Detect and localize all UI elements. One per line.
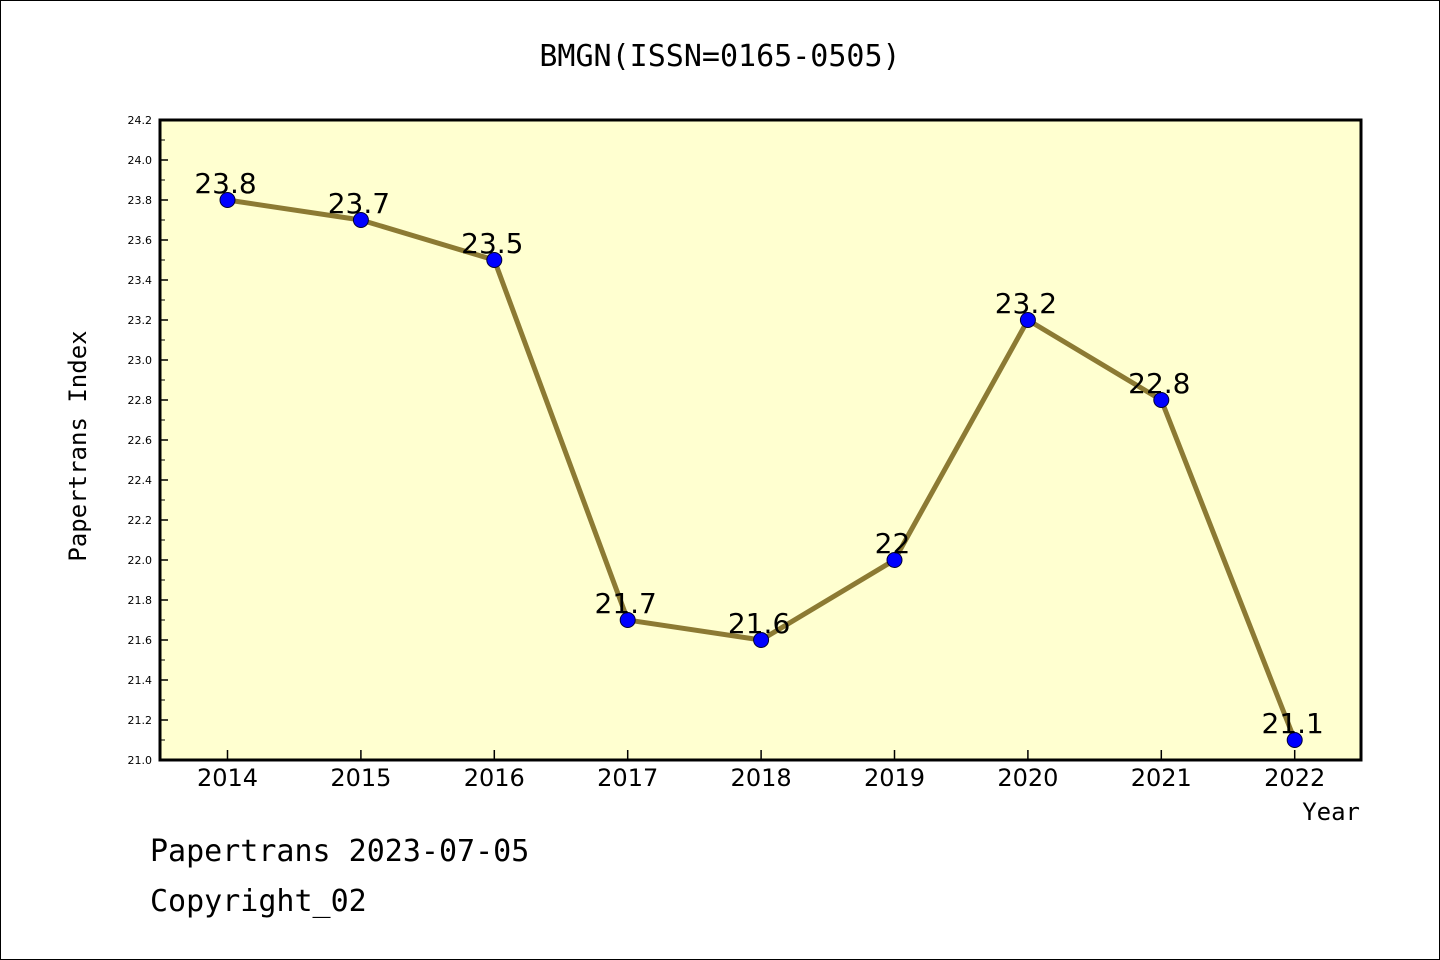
y-axis: 21.0 21.2 21.4 21.6 21.8 22.0 22.2 22.4 22.6 22.8… [128, 114, 168, 767]
y-tick-label: 23.2 [128, 314, 153, 327]
y-tick-label: 21.6 [128, 634, 153, 647]
y-tick-label: 21.4 [128, 674, 153, 687]
y-tick-label: 23.0 [128, 354, 153, 367]
y-tick-label: 22.6 [128, 434, 153, 447]
x-tick-label: 2022 [1264, 764, 1325, 792]
data-point [219, 192, 236, 208]
data-label: 23.7 [328, 187, 390, 220]
chart-title: BMGN(ISSN=0165-0505) [539, 39, 900, 74]
y-tick-label: 21.0 [128, 754, 153, 767]
data-label: 23.8 [194, 167, 256, 200]
footer-copyright: Copyright_02 [150, 884, 367, 919]
data-point [1286, 732, 1303, 748]
y-tick-label: 22.4 [128, 474, 153, 487]
x-tick-label: 2015 [330, 764, 391, 792]
data-label: 23.5 [461, 227, 523, 260]
x-tick-label: 2017 [597, 764, 658, 792]
x-tick-label: 2018 [731, 764, 792, 792]
x-tick-label: 2019 [864, 764, 925, 792]
data-point [352, 212, 369, 228]
y-tick-label: 22.2 [128, 514, 153, 527]
data-point [486, 252, 503, 268]
data-point [753, 632, 770, 648]
y-tick-label: 22.8 [128, 394, 153, 407]
x-tick-label: 2020 [997, 764, 1058, 792]
series-layer: 23.8 23.7 23.5 21.7 21.6 22 23.2 22.8 21.1 [194, 167, 1324, 748]
x-tick-label: 2014 [197, 764, 258, 792]
data-point [1019, 312, 1036, 328]
y-tick-label: 22.0 [128, 554, 153, 567]
y-tick-label: 21.2 [128, 714, 153, 727]
y-tick-label: 24.0 [128, 154, 153, 167]
data-label: 21.6 [728, 607, 790, 640]
x-tick-label: 2021 [1131, 764, 1192, 792]
x-tick-label: 2016 [464, 764, 525, 792]
data-point [1153, 392, 1170, 408]
y-tick-label: 24.2 [128, 114, 153, 127]
y-tick-label: 23.4 [128, 274, 153, 287]
data-label: 21.1 [1262, 707, 1324, 740]
data-point [619, 612, 636, 628]
y-tick-label: 23.6 [128, 234, 153, 247]
x-axis-label: Year [1302, 798, 1360, 826]
data-label: 23.2 [995, 287, 1057, 320]
data-label: 21.7 [595, 587, 657, 620]
data-point [886, 552, 903, 568]
y-tick-label: 21.8 [128, 594, 153, 607]
data-label: 22 [875, 527, 911, 560]
footer-date: Papertrans 2023-07-05 [150, 834, 530, 869]
y-tick-label: 23.8 [128, 194, 153, 207]
data-label: 22.8 [1128, 367, 1190, 400]
x-axis: 2014 2015 2016 2017 2018 2019 2020 2021 2022 [197, 750, 1325, 792]
y-axis-label: Papertrans Index [64, 330, 92, 561]
